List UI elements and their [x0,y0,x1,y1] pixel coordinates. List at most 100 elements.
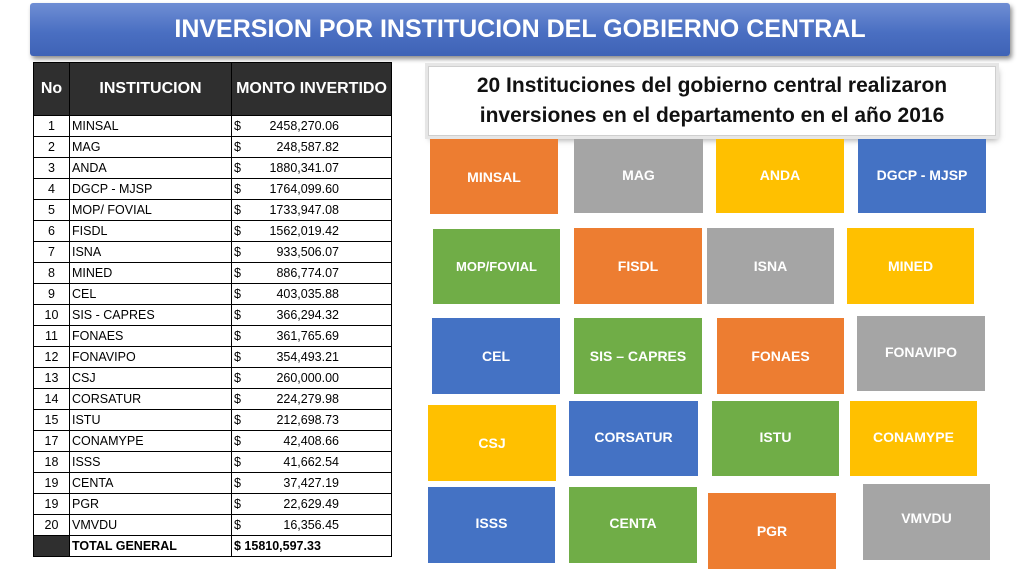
row-currency: $ [234,307,241,322]
row-number: 7 [33,241,70,263]
table-row: 6 FISDL $1562,019.42 [33,220,392,242]
row-amount: 366,294.32 [276,307,339,322]
tile-cel: CEL [432,318,560,394]
row-amount: 361,765.69 [276,328,339,343]
tile-conamype: CONAMYPE [850,401,977,476]
row-amount: 41,662.54 [283,454,339,469]
table-row: 10 SIS - CAPRES $366,294.32 [33,304,392,326]
tile-corsatur: CORSATUR [569,401,698,476]
row-amount: 248,587.82 [276,139,339,154]
row-currency: $ [234,412,241,427]
row-currency: $ [234,202,241,217]
row-currency: $ [234,391,241,406]
row-currency: $ [234,496,241,511]
row-amount: 260,000.00 [276,370,339,385]
row-institution: ISNA [69,241,232,263]
row-number: 6 [33,220,70,242]
row-amount-cell: $886,774.07 [231,262,392,284]
row-amount: 403,035.88 [276,286,339,301]
table-row: 11 FONAES $361,765.69 [33,325,392,347]
row-currency: $ [234,223,241,238]
row-number: 8 [33,262,70,284]
tile-fisdl: FISDL [574,228,702,304]
row-amount: 1562,019.42 [269,223,339,238]
row-amount-cell: $41,662.54 [231,451,392,473]
row-amount-cell: $212,698.73 [231,409,392,431]
row-institution: MINED [69,262,232,284]
table-row: 19 CENTA $37,427.19 [33,472,392,494]
row-amount: 224,279.98 [276,391,339,406]
row-institution: CSJ [69,367,232,389]
table-row: 19 PGR $22,629.49 [33,493,392,515]
row-currency: $ [234,265,241,280]
tile-mined: MINED [847,228,974,304]
row-institution: DGCP - MJSP [69,178,232,200]
table-row: 1 MINSAL $2458,270.06 [33,115,392,137]
row-amount-cell: $403,035.88 [231,283,392,305]
row-currency: $ [234,454,241,469]
tile-mop-fovial: MOP/FOVIAL [433,229,560,304]
row-number: 13 [33,367,70,389]
row-institution: ISSS [69,451,232,473]
tile-centa: CENTA [569,487,697,563]
tile-vmvdu: VMVDU [863,484,990,560]
table-row: 3 ANDA $1880,341.07 [33,157,392,179]
row-amount-cell: $366,294.32 [231,304,392,326]
row-amount-cell: $361,765.69 [231,325,392,347]
row-number: 11 [33,325,70,347]
tile-sis-capres: SIS – CAPRES [574,318,702,394]
table-row: 15 ISTU $212,698.73 [33,409,392,431]
row-currency: $ [234,349,241,364]
row-currency: $ [234,328,241,343]
row-amount: 1764,099.60 [269,181,339,196]
tile-dgcp-mjsp: DGCP - MJSP [858,139,986,213]
row-amount-cell: $260,000.00 [231,367,392,389]
row-currency: $ [234,244,241,259]
row-currency: $ [234,475,241,490]
row-number: 14 [33,388,70,410]
header-institucion: INSTITUCION [69,62,232,116]
table-row: 14 CORSATUR $224,279.98 [33,388,392,410]
tile-minsal: MINSAL [430,139,558,214]
row-amount-cell: $22,629.49 [231,493,392,515]
table-body: 1 MINSAL $2458,270.06 2 MAG $248,587.82 3 ANDA $… [33,115,392,536]
row-institution: FISDL [69,220,232,242]
table-row: 7 ISNA $933,506.07 [33,241,392,263]
row-institution: VMVDU [69,514,232,536]
table-row: 13 CSJ $260,000.00 [33,367,392,389]
row-currency: $ [234,517,241,532]
row-number: 2 [33,136,70,158]
row-currency: $ [234,160,241,175]
table-row: 12 FONAVIPO $354,493.21 [33,346,392,368]
row-institution: FONAES [69,325,232,347]
table-row: 9 CEL $403,035.88 [33,283,392,305]
summary-callout: 20 Instituciones del gobierno central re… [428,66,996,136]
tile-isss: ISSS [428,487,555,563]
row-institution: CENTA [69,472,232,494]
investment-table: No INSTITUCION MONTO INVERTIDO 1 MINSAL $2… [33,62,392,557]
tile-fonavipo: FONAVIPO [857,316,985,391]
row-amount-cell: $42,408.66 [231,430,392,452]
row-amount-cell: $248,587.82 [231,136,392,158]
header-monto: MONTO INVERTIDO [231,62,392,116]
row-amount-cell: $933,506.07 [231,241,392,263]
row-number: 19 [33,493,70,515]
row-amount: 886,774.07 [276,265,339,280]
row-amount-cell: $1562,019.42 [231,220,392,242]
row-amount: 16,356.45 [283,517,339,532]
table-row: 4 DGCP - MJSP $1764,099.60 [33,178,392,200]
row-institution: PGR [69,493,232,515]
row-amount: 42,408.66 [283,433,339,448]
table-row: 8 MINED $886,774.07 [33,262,392,284]
table-row: 2 MAG $248,587.82 [33,136,392,158]
tile-fonaes: FONAES [717,318,844,394]
row-institution: ISTU [69,409,232,431]
row-number: 17 [33,430,70,452]
tile-anda: ANDA [716,139,844,213]
row-institution: FONAVIPO [69,346,232,368]
page-title: INVERSION POR INSTITUCION DEL GOBIERNO C… [30,3,1010,56]
row-amount-cell: $1764,099.60 [231,178,392,200]
table-row: 5 MOP/ FOVIAL $1733,947.08 [33,199,392,221]
row-number: 15 [33,409,70,431]
row-institution: CEL [69,283,232,305]
